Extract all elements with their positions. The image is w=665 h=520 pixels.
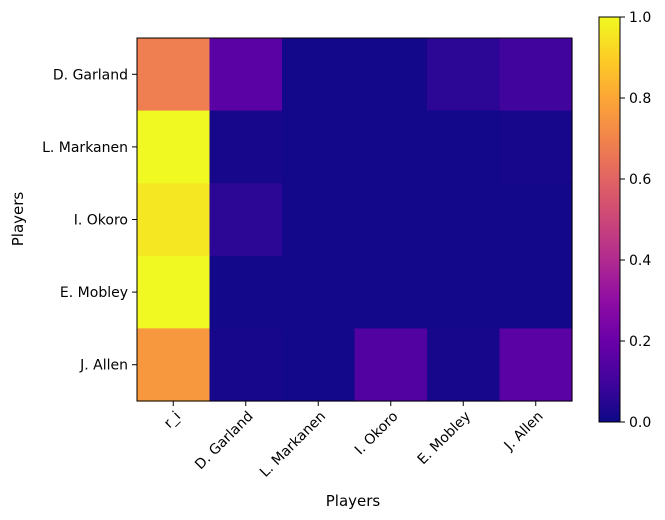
heatmap-cell [137, 38, 211, 112]
heatmap-cell [209, 183, 283, 257]
colorbar-tick-label: 0.2 [629, 334, 651, 350]
colorbar-tick-label: 0.0 [629, 415, 651, 431]
y-tick-label: D. Garland [53, 67, 128, 83]
heatmap-cell [282, 255, 356, 329]
colorbar-tick-label: 1.0 [629, 10, 651, 26]
colorbar-tick-label: 0.6 [629, 172, 651, 188]
heatmap-cell [427, 38, 501, 112]
heatmap-cell [354, 110, 428, 184]
x-tick-label: E. Mobley [415, 409, 474, 468]
heatmap-cell [282, 110, 356, 184]
heatmap-cell [354, 255, 428, 329]
heatmap-cell [499, 110, 573, 184]
heatmap-cell [427, 183, 501, 257]
y-tick-label: L. Markanen [42, 140, 128, 156]
heatmap-cell [354, 183, 428, 257]
y-tick-label: I. Okoro [74, 213, 128, 229]
heatmap-cell [427, 255, 501, 329]
colorbar [598, 16, 621, 423]
heatmap-cell [282, 38, 356, 112]
heatmap-cell [427, 110, 501, 184]
heatmap-cell [499, 38, 573, 112]
heatmap-cell [499, 183, 573, 257]
heatmap-cell [209, 38, 283, 112]
heatmap-cell [427, 328, 501, 402]
y-tick-label: E. Mobley [60, 285, 128, 301]
heatmap-cell [209, 255, 283, 329]
heatmap-cell [354, 328, 428, 402]
y-tick-label: J. Allen [79, 358, 128, 374]
heatmap-cell [209, 328, 283, 402]
x-tick-label: D. Garland [192, 409, 256, 473]
x-tick-label: L. Markanen [257, 409, 329, 481]
heatmap-cell [137, 328, 211, 402]
heatmap-cell [499, 255, 573, 329]
heatmap-cell [282, 328, 356, 402]
heatmap-cell [137, 110, 211, 184]
x-tick-label: J. Allen [501, 409, 547, 455]
colorbar-tick-label: 0.4 [629, 253, 651, 269]
colorbar-tick-label: 0.8 [629, 91, 651, 107]
heatmap-cell [209, 110, 283, 184]
heatmap-cell [354, 38, 428, 112]
heatmap-cell [499, 328, 573, 402]
x-axis-title: Players [326, 492, 381, 510]
heatmap-cell [282, 183, 356, 257]
heatmap-cell [137, 183, 211, 257]
x-tick-label: I. Okoro [352, 409, 402, 459]
heatmap-cell [137, 255, 211, 329]
x-tick-label: r_i [161, 409, 184, 432]
y-axis-title: Players [9, 192, 27, 247]
